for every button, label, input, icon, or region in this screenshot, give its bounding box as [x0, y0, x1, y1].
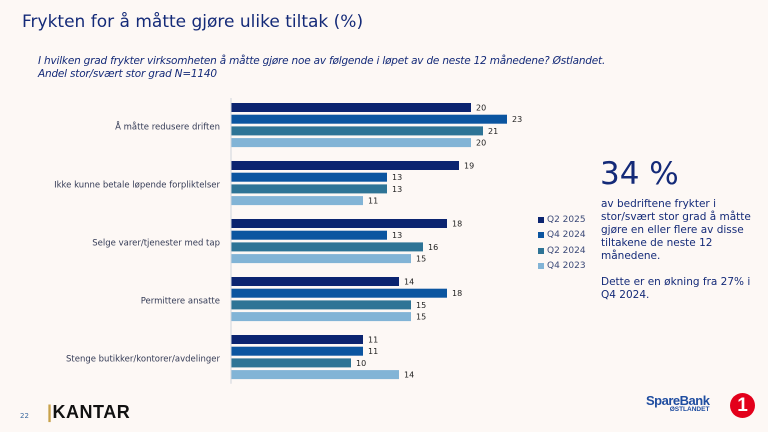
data-label: 11: [368, 347, 378, 356]
category-label: Selge varer/tjenester med tap: [92, 238, 220, 248]
legend-swatch: [538, 263, 544, 270]
legend-label: Q2 2024: [547, 245, 586, 256]
data-label: 13: [392, 231, 402, 240]
bar: [231, 230, 387, 240]
sparebank-logo-region: ØSTLANDET: [669, 406, 710, 413]
chart-subtitle: I hvilken grad frykter virksomheten å må…: [38, 55, 605, 81]
bar: [231, 358, 351, 368]
data-label: 15: [416, 313, 426, 322]
sparebank-logo-name: SpareBank: [646, 393, 710, 408]
highlight-note: Dette er en økning fra 27% i Q4 2024.: [601, 276, 751, 301]
legend-label: Q4 2023: [547, 261, 586, 272]
sparebank-logo: SpareBank ØSTLANDET 1: [646, 393, 755, 418]
data-label: 23: [512, 115, 522, 124]
data-label: 16: [428, 243, 438, 252]
subtitle-question: I hvilken grad frykter virksomheten å må…: [38, 55, 606, 67]
bar: [231, 172, 387, 182]
bar: [231, 300, 411, 310]
legend-item: Q2 2025: [538, 212, 586, 228]
legend-swatch: [538, 216, 544, 223]
category-label: Stenge butikker/kontorer/avdelinger: [66, 354, 221, 364]
data-label: 13: [392, 173, 402, 182]
bar: [231, 114, 507, 124]
bar: [231, 126, 483, 136]
highlight-text: av bedriftene frykter i stor/svært stor …: [601, 198, 751, 262]
data-label: 11: [368, 197, 378, 206]
bar: [231, 312, 411, 322]
bar: [231, 219, 447, 228]
bar: [231, 254, 411, 264]
kantar-logo: |KANTAR: [47, 402, 131, 422]
data-label: 18: [452, 289, 462, 298]
legend-item: Q2 2024: [538, 243, 586, 259]
legend-swatch: [538, 232, 544, 239]
bar: [231, 184, 387, 194]
data-label: 20: [476, 104, 486, 113]
subtitle-sample: Andel stor/svært stor grad N=1140: [38, 68, 217, 80]
data-label: 15: [416, 301, 426, 310]
data-label: 10: [356, 359, 366, 368]
data-label: 21: [488, 127, 498, 136]
page-number: 22: [20, 412, 29, 420]
bar: [231, 346, 363, 356]
data-label: 14: [404, 371, 414, 380]
bar: [231, 335, 363, 344]
highlight-value: 34 %: [600, 156, 679, 192]
bar: [231, 138, 471, 148]
legend-item: Q4 2023: [538, 259, 586, 275]
legend-label: Q2 2025: [547, 214, 586, 225]
bar: [231, 196, 363, 206]
chart-legend: Q2 2025 Q4 2024 Q2 2024 Q4 2023: [538, 212, 586, 274]
data-label: 11: [368, 336, 378, 345]
data-label: 15: [416, 255, 426, 264]
category-label: Permittere ansatte: [141, 296, 220, 306]
legend-label: Q4 2024: [547, 230, 586, 241]
bar: [231, 288, 447, 298]
data-label: 20: [476, 139, 486, 148]
highlight-text-block: av bedriftene frykter i stor/svært stor …: [601, 198, 761, 315]
legend-swatch: [538, 247, 544, 254]
data-label: 18: [452, 220, 462, 229]
bar: [231, 370, 399, 380]
bar: [231, 161, 459, 170]
bar: [231, 277, 399, 286]
sparebank-logo-mark: 1: [730, 393, 755, 418]
bar: [231, 242, 423, 252]
data-label: 19: [464, 162, 474, 171]
data-label: 13: [392, 185, 402, 194]
category-label: Ikke kunne betale løpende forpliktelser: [54, 180, 220, 190]
page-title: Frykten for å måtte gjøre ulike tiltak (…: [22, 12, 364, 32]
category-label: Å måtte redusere driften: [115, 120, 220, 132]
data-label: 14: [404, 278, 414, 287]
legend-item: Q4 2024: [538, 228, 586, 244]
bar: [231, 103, 471, 112]
